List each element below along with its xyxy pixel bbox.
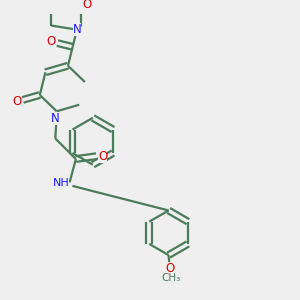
Text: O: O — [46, 35, 56, 48]
Text: N: N — [51, 112, 59, 125]
Text: O: O — [165, 262, 175, 275]
Text: NH: NH — [52, 178, 69, 188]
Text: N: N — [73, 23, 81, 36]
Text: CH₃: CH₃ — [161, 273, 180, 283]
Text: O: O — [82, 0, 92, 11]
Text: O: O — [98, 150, 107, 163]
Text: O: O — [12, 95, 21, 108]
